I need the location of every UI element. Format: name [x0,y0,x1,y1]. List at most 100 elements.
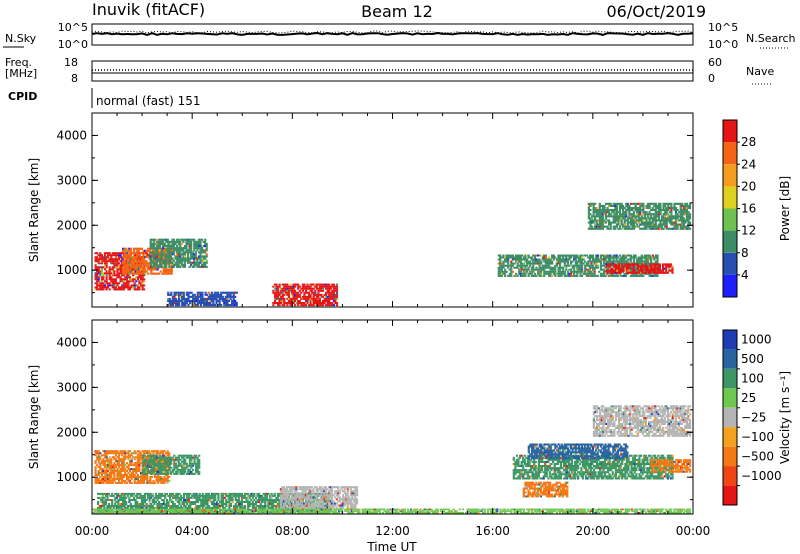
nsky-trace [91,31,694,36]
velocity-cell [97,472,100,474]
power-cell [231,302,234,305]
power-cell [687,204,690,207]
power-cell [292,287,295,290]
power-cell [651,227,654,230]
velocity-cell [158,478,161,480]
power-cell [207,295,210,298]
power-cell [139,270,142,273]
velocity-cell [105,478,108,480]
power-cell [212,302,215,305]
velocity-cell [136,450,139,453]
power-cell [648,254,651,257]
velocity-cell [131,507,134,509]
power-cell [152,247,155,250]
power-cell [658,263,661,266]
power-cell [272,304,275,307]
velocity-cell [100,460,103,463]
power-cell [500,266,503,269]
power-colorbar-swatch [723,230,737,253]
velocity-cell [167,470,170,473]
power-cell [203,299,206,302]
velocity-cell [111,492,114,495]
power-cell [688,217,692,220]
power-cell [593,260,596,263]
velocity-cell [135,481,138,484]
power-cell [648,223,651,226]
power-cell [119,278,122,281]
power-cell [125,284,128,287]
power-cell [592,202,595,205]
velocity-cell [184,507,187,509]
velocity-cell [139,462,143,465]
power-cell [608,215,611,218]
velocity-cell [135,478,138,480]
velocity-cell [118,452,121,455]
power-cell [190,238,193,241]
power-cell [177,261,180,264]
power-cell [606,269,610,272]
velocity-cell [173,454,176,457]
velocity-cell [100,505,103,507]
power-cell [614,211,617,214]
power-cell [155,253,158,256]
velocity-cell [121,481,124,484]
velocity-cell [124,450,127,453]
velocity-cell [125,476,128,478]
velocity-cell [168,470,171,473]
power-cell [599,266,602,269]
power-cell [99,272,102,275]
velocity-cell [103,474,107,476]
velocity-cell [206,503,209,505]
power-cell [526,262,529,265]
velocity-cell [190,503,193,505]
power-cell [614,204,617,207]
power-cell [217,291,220,294]
velocity-cell [157,478,160,480]
power-cell [157,242,160,245]
power-cell [606,254,609,257]
velocity-cell [137,496,140,499]
power-cell [606,215,609,218]
power-cell [624,256,628,259]
velocity-cell [111,452,114,455]
power-cell [676,215,679,218]
power-cell [662,209,665,212]
power-cell [625,225,628,228]
velocity-cell [105,458,108,461]
velocity-cell [147,505,150,507]
power-cell [518,260,521,263]
power-cell [555,258,558,261]
power-cell [193,245,196,248]
velocity-cell [118,472,121,474]
power-cell [326,302,329,304]
power-cell [566,260,569,263]
power-cell [581,258,584,261]
power-cell [169,268,172,271]
power-cell [97,278,100,281]
power-cell [301,304,304,307]
power-cell [557,258,560,261]
velocity-cell [173,460,176,463]
velocity-cell [198,464,201,467]
power-cell [164,270,167,273]
velocity-cell [103,452,107,455]
velocity-cell [153,468,156,471]
power-cell [168,299,171,302]
power-cell [198,299,201,302]
velocity-cell [146,479,149,482]
power-cell [668,269,671,272]
power-cell [131,260,134,263]
velocity-cell [113,458,116,461]
power-cell [617,256,620,259]
velocity-cell [118,470,121,472]
velocity-cell [128,499,131,501]
velocity-cell [182,462,185,465]
velocity-cell [168,464,171,467]
velocity-cell [138,452,141,455]
power-cell [593,268,596,271]
power-cell [673,215,676,218]
power-cell [162,249,165,252]
velocity-cell [195,470,198,473]
velocity-cell [154,450,157,453]
velocity-cell [141,450,144,453]
